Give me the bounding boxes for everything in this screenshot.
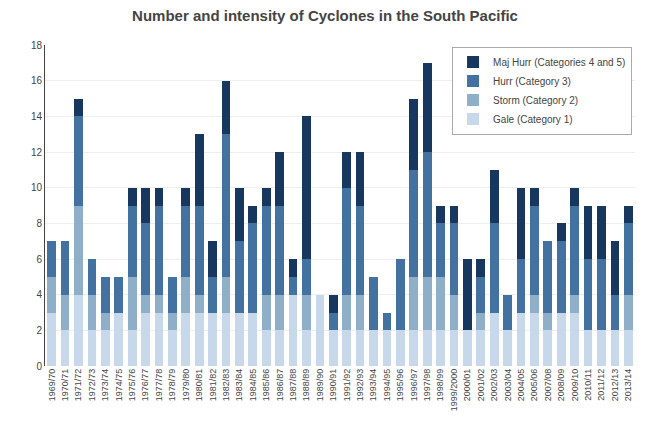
svg-text:2: 2 (36, 325, 42, 336)
svg-text:1998/99: 1998/99 (435, 369, 445, 402)
svg-text:2007/08: 2007/08 (543, 369, 553, 402)
svg-text:1989/90: 1989/90 (315, 369, 325, 402)
svg-text:6: 6 (36, 254, 42, 265)
svg-text:0: 0 (36, 361, 42, 372)
svg-text:Storm (Category 2): Storm (Category 2) (493, 95, 578, 106)
svg-text:2011/12: 2011/12 (596, 369, 606, 401)
svg-text:1995/96: 1995/96 (395, 369, 405, 402)
svg-text:2005/06: 2005/06 (529, 369, 539, 402)
svg-text:1991/92: 1991/92 (342, 369, 352, 402)
svg-text:1984/85: 1984/85 (248, 369, 258, 402)
svg-text:8: 8 (36, 218, 42, 229)
svg-text:14: 14 (31, 111, 43, 122)
svg-text:2000/01: 2000/01 (462, 369, 472, 402)
svg-text:2001/02: 2001/02 (476, 369, 486, 402)
svg-text:1979/80: 1979/80 (181, 369, 191, 402)
svg-text:Number and intensity of Cyclon: Number and intensity of Cyclones in the … (132, 7, 518, 24)
svg-text:1992/93: 1992/93 (355, 369, 365, 402)
svg-text:4: 4 (36, 289, 42, 300)
svg-text:2003/04: 2003/04 (503, 369, 513, 402)
svg-text:1996/97: 1996/97 (409, 369, 419, 402)
svg-text:1969/70: 1969/70 (47, 369, 57, 402)
svg-text:Maj Hurr (Categories 4 and 5): Maj Hurr (Categories 4 and 5) (493, 57, 625, 68)
svg-text:1981/82: 1981/82 (208, 369, 218, 402)
svg-text:1973/74: 1973/74 (100, 369, 110, 402)
svg-text:Gale (Category 1): Gale (Category 1) (493, 114, 572, 125)
svg-text:2012/13: 2012/13 (610, 369, 620, 402)
svg-text:1987/88: 1987/88 (288, 369, 298, 402)
svg-text:2008/09: 2008/09 (556, 369, 566, 402)
svg-text:1988/89: 1988/89 (301, 369, 311, 402)
svg-text:1970/71: 1970/71 (60, 369, 70, 402)
svg-text:1999/2000: 1999/2000 (449, 369, 459, 412)
svg-text:1997/98: 1997/98 (422, 369, 432, 402)
svg-text:1972/73: 1972/73 (87, 369, 97, 402)
svg-text:10: 10 (31, 182, 43, 193)
svg-text:1990/91: 1990/91 (328, 369, 338, 402)
svg-text:2004/05: 2004/05 (516, 369, 526, 402)
svg-text:1971/72: 1971/72 (73, 369, 83, 402)
svg-text:1974/75: 1974/75 (114, 369, 124, 402)
svg-text:2010/11: 2010/11 (583, 369, 593, 401)
svg-text:1994/95: 1994/95 (382, 369, 392, 402)
svg-text:1983/84: 1983/84 (234, 369, 244, 402)
svg-text:2013/14: 2013/14 (623, 369, 633, 402)
svg-text:2009/10: 2009/10 (570, 369, 580, 402)
svg-text:1993/94: 1993/94 (368, 369, 378, 402)
svg-text:1977/78: 1977/78 (154, 369, 164, 402)
svg-text:1976/77: 1976/77 (140, 369, 150, 402)
svg-text:1980/81: 1980/81 (194, 369, 204, 402)
svg-text:Hurr (Category 3): Hurr (Category 3) (493, 76, 571, 87)
svg-text:1982/83: 1982/83 (221, 369, 231, 402)
svg-text:18: 18 (31, 40, 43, 51)
svg-text:16: 16 (31, 75, 43, 86)
svg-text:1975/76: 1975/76 (127, 369, 137, 402)
svg-text:1986/87: 1986/87 (275, 369, 285, 402)
svg-text:2002/03: 2002/03 (489, 369, 499, 402)
svg-text:1985/86: 1985/86 (261, 369, 271, 402)
svg-text:12: 12 (31, 147, 43, 158)
svg-text:1978/79: 1978/79 (167, 369, 177, 402)
